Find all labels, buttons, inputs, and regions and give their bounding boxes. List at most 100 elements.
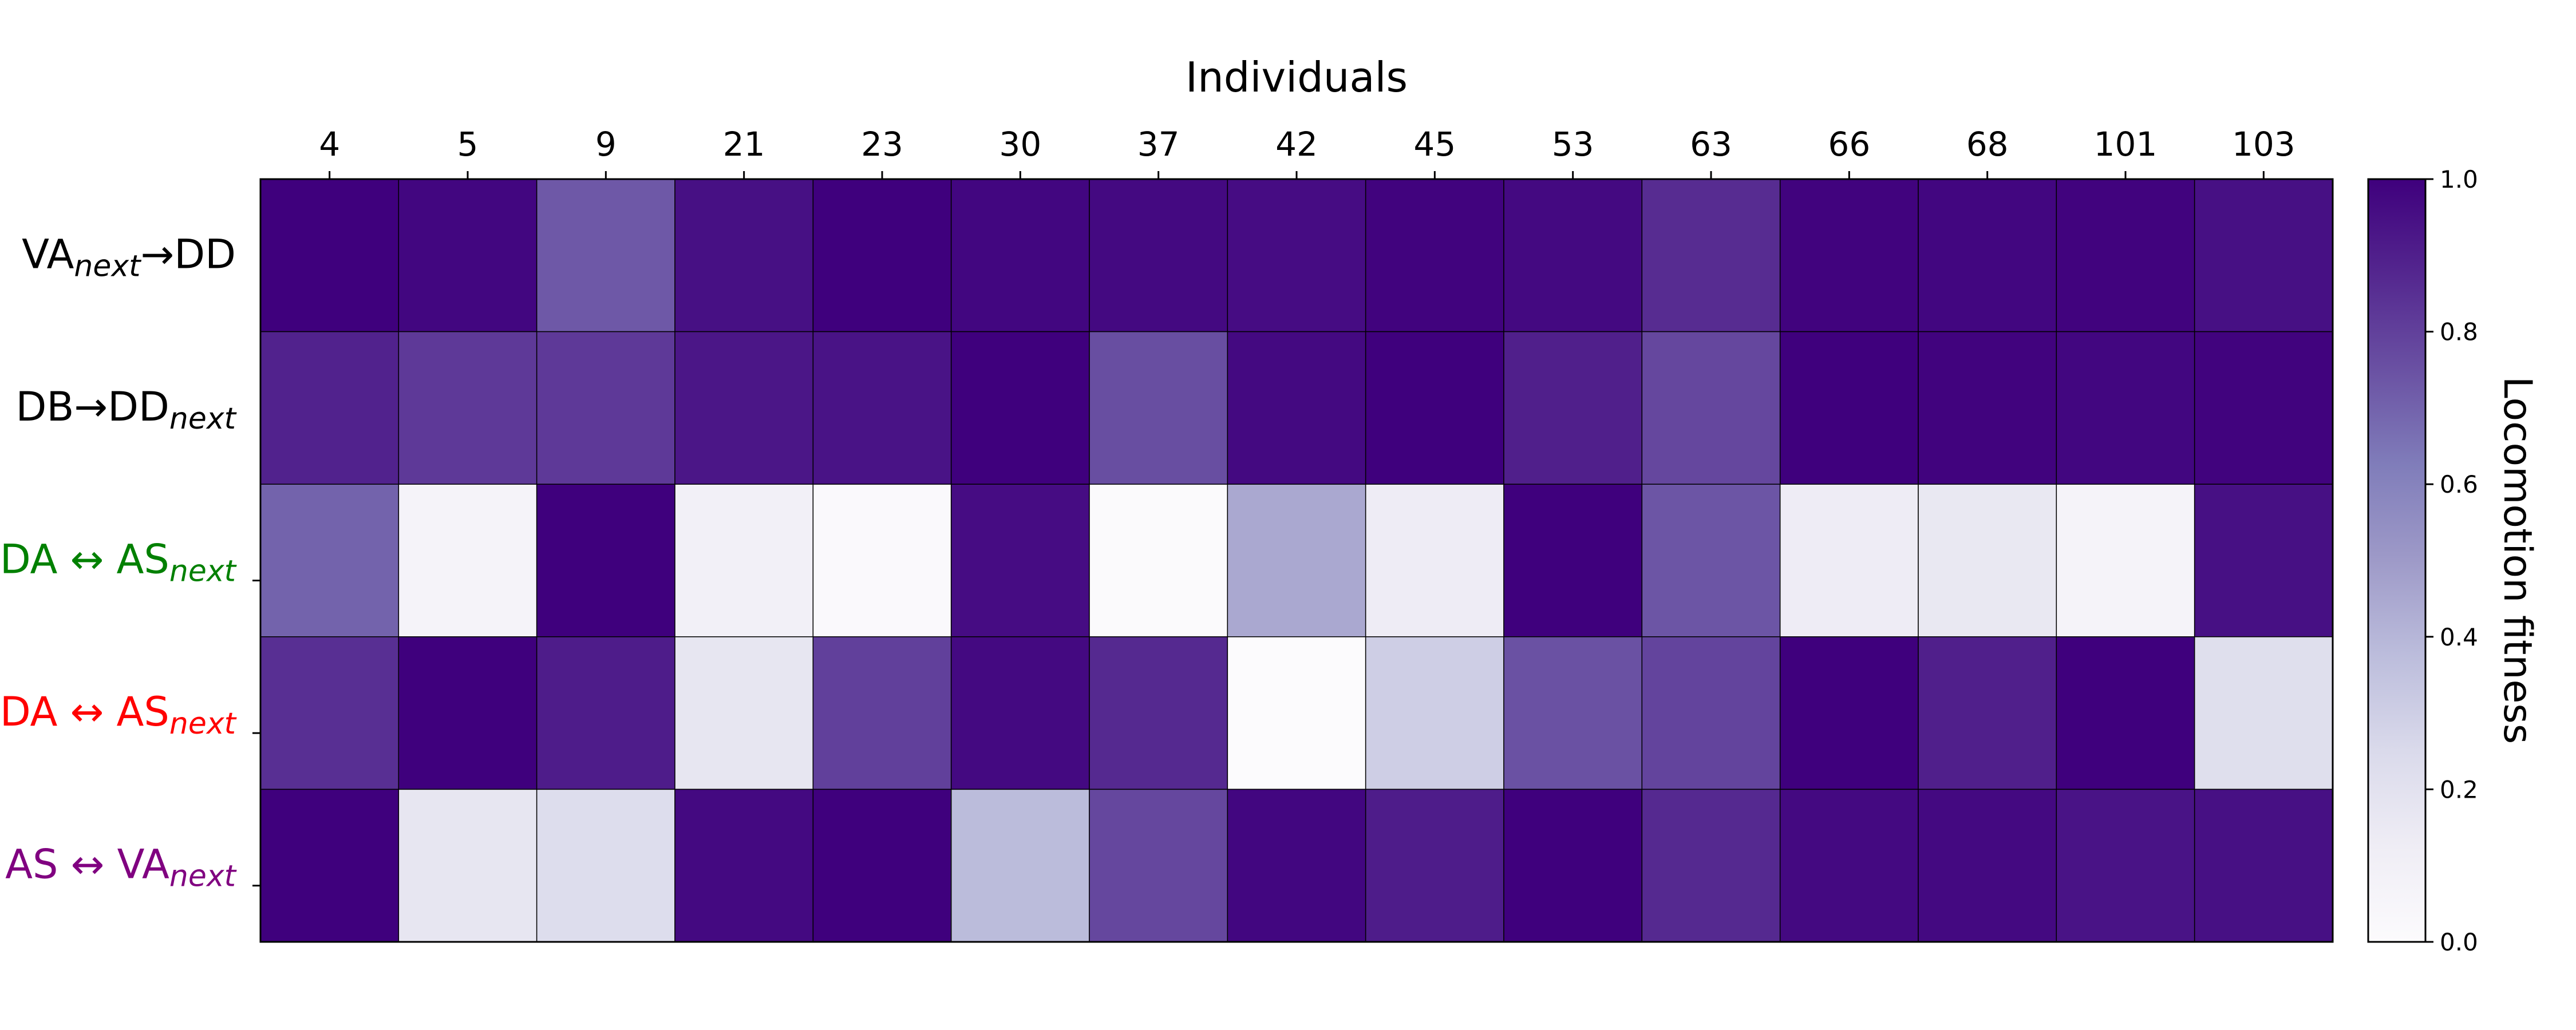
heatmap-cell [812,331,952,485]
heatmap-cell [1779,789,1919,942]
heatmap-cell [1918,179,2057,332]
y-tick-label: DA ↔ ASnext [0,688,237,741]
y-axis-ticks: VAnext→DD DB→DDnext DA ↔ ASnext DA ↔ ASnext… [0,231,260,894]
y-tick-label: AS ↔ VAnext [5,841,237,894]
heatmap-cell [1918,789,2057,942]
heatmap-cell [398,484,538,637]
heatmap-cell [1089,789,1228,942]
x-tick-label: 37 [1137,125,1180,164]
heatmap-cell [536,789,675,942]
heatmap-cell [536,636,675,790]
colorbar-tick-label: 0.0 [2440,928,2478,956]
x-tick-label: 63 [1690,125,1732,164]
heatmap-cell [674,331,814,485]
colorbar-gradient [2367,178,2427,943]
heatmap-cell [2194,179,2333,332]
heatmap-cell [1503,636,1643,790]
heatmap-cell [2056,179,2195,332]
heatmap-cells [260,179,2333,942]
x-tick-label: 5 [457,125,479,164]
heatmap-cell [1779,179,1919,332]
heatmap-cell [674,484,814,637]
heatmap-cell [1918,331,2057,485]
colorbar: 0.0 0.2 0.4 0.6 0.8 1.0 Locomotion fitness [2367,165,2540,956]
heatmap-cell [260,331,400,485]
x-tick-label: 103 [2232,125,2296,164]
heatmap-cell [2056,331,2195,485]
heatmap-cell [2194,484,2333,637]
heatmap-cell [2194,789,2333,942]
heatmap-cell [260,484,400,637]
y-tick-label: DB→DDnext [15,383,236,436]
heatmap-cell [2194,331,2333,485]
colorbar-tick-label: 1.0 [2440,165,2478,193]
heatmap-cell [1365,484,1504,637]
heatmap-cell [1918,636,2057,790]
heatmap-cell [812,636,952,790]
heatmap-cell [398,789,538,942]
heatmap-cell [1089,636,1228,790]
colorbar-tick-label: 0.8 [2440,318,2478,346]
heatmap-cell [1503,484,1643,637]
y-tick-label: VAnext→DD [22,231,236,283]
heatmap-cell [1779,484,1919,637]
x-axis-title: Individuals [1186,53,1408,101]
heatmap-cell [1089,331,1228,485]
colorbar-tick-label: 0.4 [2440,623,2478,651]
colorbar-tick-label: 0.2 [2440,775,2478,803]
heatmap-cell [812,484,952,637]
colorbar-ticks: 0.0 0.2 0.4 0.6 0.8 1.0 [2425,165,2478,956]
heatmap-cell [1365,789,1504,942]
x-tick-label: 66 [1828,125,1870,164]
heatmap-cell [812,179,952,332]
heatmap-cell [1089,179,1228,332]
heatmap-cell [1503,179,1643,332]
x-axis-ticks: 4 5 9 21 23 30 37 42 45 53 63 66 68 101 103 [319,125,2296,179]
x-tick-label: 101 [2094,125,2158,164]
y-tick-label: DA ↔ ASnext [0,536,237,589]
heatmap-cell [2056,636,2195,790]
heatmap-cell [2056,484,2195,637]
heatmap-cell [260,789,400,942]
heatmap-cell [1503,331,1643,485]
x-tick-label: 42 [1275,125,1318,164]
x-tick-label: 9 [595,125,617,164]
colorbar-label: Locomotion fitness [2495,377,2540,744]
heatmap-cell [950,331,1090,485]
heatmap-cell [398,636,538,790]
heatmap-cell [1227,789,1366,942]
heatmap-cell [1365,179,1504,332]
heatmap-cell [1365,636,1504,790]
heatmap-cell [950,484,1090,637]
heatmap-cell [1641,484,1781,637]
heatmap-cell [1918,484,2057,637]
x-tick-label: 23 [861,125,903,164]
heatmap-cell [398,331,538,485]
heatmap-cell [674,789,814,942]
heatmap-frame [259,178,2334,943]
x-tick-label: 4 [319,125,340,164]
heatmap-cell [950,179,1090,332]
heatmap-cell [812,789,952,942]
heatmap-cell [398,179,538,332]
heatmap-cell [2056,789,2195,942]
heatmap-cell [1227,179,1366,332]
heatmap-cell [950,636,1090,790]
x-tick-label: 30 [999,125,1041,164]
heatmap-cell [1641,179,1781,332]
heatmap-cell [260,636,400,790]
heatmap-cell [260,179,400,332]
x-tick-label: 68 [1966,125,2009,164]
heatmap-cell [1227,331,1366,485]
heatmap-cell [1779,636,1919,790]
x-tick-label: 53 [1552,125,1594,164]
heatmap-cell [674,179,814,332]
heatmap-cell [2194,636,2333,790]
heatmap-cell [1227,484,1366,637]
heatmap-cell [950,789,1090,942]
heatmap-cell [536,331,675,485]
colorbar-tick-label: 0.6 [2440,470,2478,498]
heatmap-cell [1089,484,1228,637]
heatmap-cell [1365,331,1504,485]
